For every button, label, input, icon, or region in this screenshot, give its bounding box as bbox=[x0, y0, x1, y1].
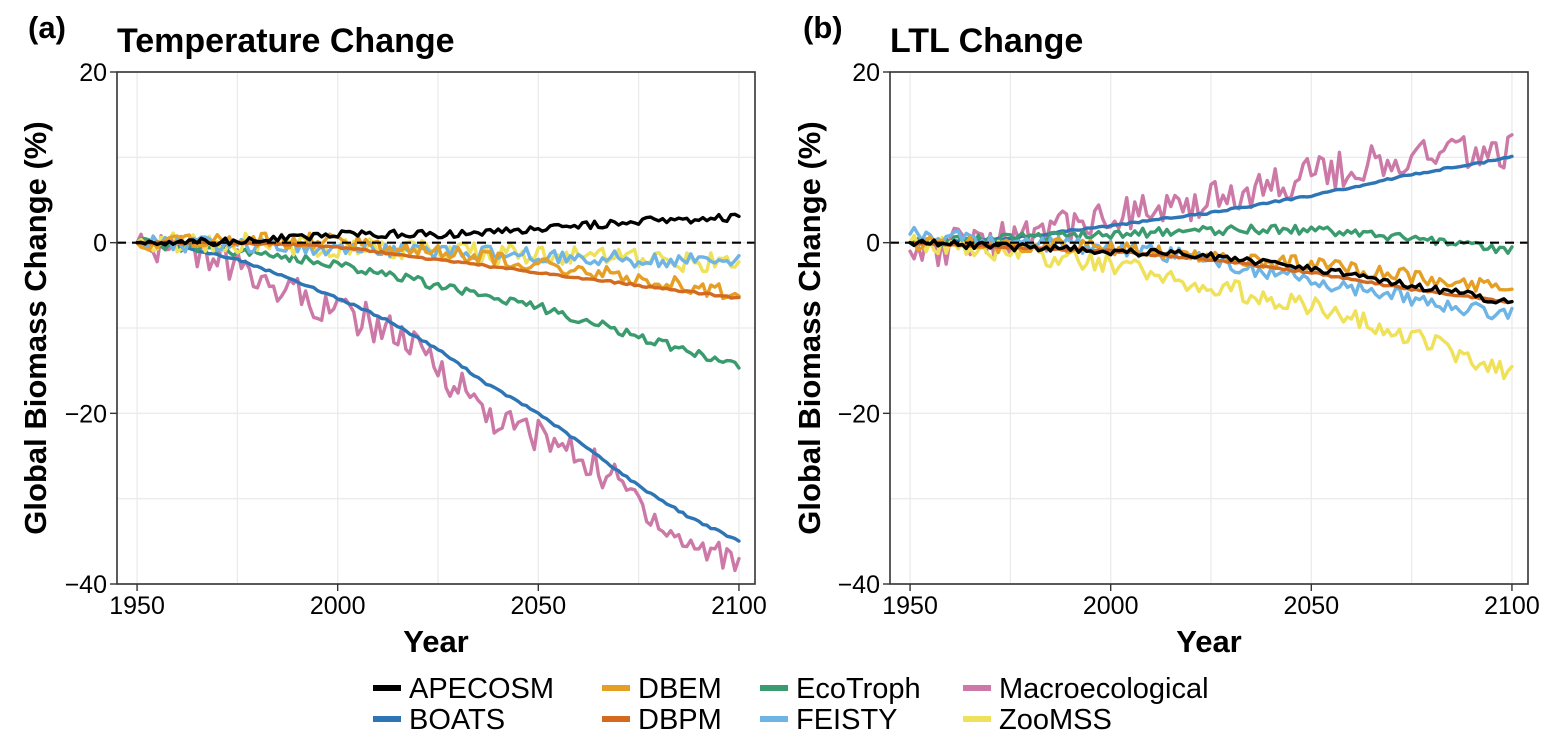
y-tick-label: 20 bbox=[79, 59, 107, 87]
panel-title: Temperature Change bbox=[117, 22, 455, 60]
y-tick-label: −40 bbox=[65, 571, 107, 599]
legend-item-ecotroph: EcoTroph bbox=[760, 673, 921, 705]
x-tick-label: 1950 bbox=[882, 592, 938, 620]
legend-item-dbem: DBEM bbox=[602, 673, 722, 705]
y-axis-title: Global Biomass Change (%) bbox=[18, 121, 53, 534]
x-tick-label: 1950 bbox=[109, 592, 165, 620]
series-line-zoomss bbox=[908, 233, 1514, 381]
series-line-ecotroph bbox=[908, 223, 1514, 255]
legend-item-macroecological: Macroecological bbox=[963, 673, 1209, 705]
y-tick-label: 20 bbox=[852, 59, 880, 87]
legend-item-boats: BOATS bbox=[373, 704, 505, 736]
legend-item-zoomss: ZooMSS bbox=[963, 704, 1112, 736]
legend-label: APECOSM bbox=[409, 673, 554, 705]
x-tick-label: 2100 bbox=[711, 592, 767, 620]
legend-label: EcoTroph bbox=[796, 673, 921, 705]
x-axis-title: Year bbox=[1176, 624, 1242, 659]
x-tick-label: 2100 bbox=[1484, 592, 1540, 620]
legend-label: FEISTY bbox=[796, 704, 898, 736]
legend-item-apecosm: APECOSM bbox=[373, 673, 554, 705]
series-line-boats bbox=[135, 240, 741, 543]
panel-label: (b) bbox=[803, 10, 843, 45]
plot-border bbox=[889, 71, 1529, 585]
y-tick-label: −20 bbox=[65, 400, 107, 428]
legend-label: Macroecological bbox=[999, 673, 1209, 705]
panel-label: (a) bbox=[28, 10, 66, 45]
x-tick-label: 2000 bbox=[1083, 592, 1139, 620]
series-line-boats bbox=[908, 154, 1514, 245]
x-tick-label: 2000 bbox=[310, 592, 366, 620]
legend-label: DBEM bbox=[638, 673, 722, 705]
legend-label: ZooMSS bbox=[999, 704, 1112, 736]
x-tick-label: 2050 bbox=[1284, 592, 1340, 620]
plot-border bbox=[116, 71, 756, 585]
legend-label: BOATS bbox=[409, 704, 505, 736]
x-tick-label: 2050 bbox=[511, 592, 567, 620]
y-tick-label: −40 bbox=[838, 571, 880, 599]
legend-item-dbpm: DBPM bbox=[602, 704, 722, 736]
y-tick-label: 0 bbox=[93, 230, 107, 258]
x-axis-title: Year bbox=[403, 624, 469, 659]
legend-item-feisty: FEISTY bbox=[760, 704, 898, 736]
y-tick-label: −20 bbox=[838, 400, 880, 428]
y-tick-label: 0 bbox=[866, 230, 880, 258]
y-axis-title: Global Biomass Change (%) bbox=[792, 121, 827, 534]
panel-temperature-change: 1950 2000 2050 2100 20 0 −20 −40 (a) Temperature … bbox=[18, 10, 767, 659]
series-line-apecosm bbox=[908, 238, 1514, 305]
panel-ltl-change: 1950 2000 2050 2100 20 0 −20 −40 (b) LTL Change Ye… bbox=[792, 10, 1540, 659]
legend-label: DBPM bbox=[638, 704, 722, 736]
panel-title: LTL Change bbox=[890, 22, 1083, 60]
